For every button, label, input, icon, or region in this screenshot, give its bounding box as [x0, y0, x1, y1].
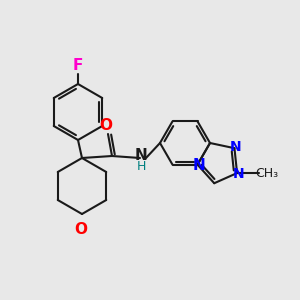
Text: N: N	[135, 148, 147, 164]
Text: N: N	[192, 158, 205, 173]
Text: N: N	[232, 167, 244, 181]
Text: CH₃: CH₃	[256, 167, 279, 180]
Text: H: H	[136, 160, 146, 172]
Text: N: N	[230, 140, 241, 154]
Text: O: O	[74, 222, 88, 237]
Text: O: O	[100, 118, 112, 133]
Text: F: F	[73, 58, 83, 74]
